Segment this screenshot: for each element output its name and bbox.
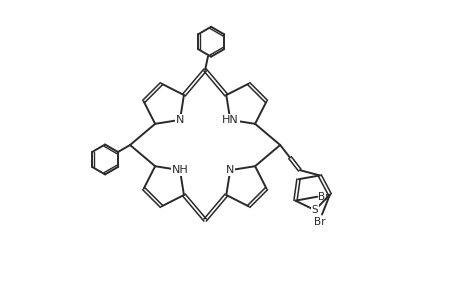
Text: Br: Br bbox=[318, 192, 329, 202]
Text: NH: NH bbox=[171, 165, 188, 175]
Text: Br: Br bbox=[313, 218, 325, 227]
Text: N: N bbox=[225, 165, 234, 175]
Text: N: N bbox=[175, 115, 184, 125]
Text: S: S bbox=[311, 205, 318, 215]
Text: HN: HN bbox=[221, 115, 238, 125]
